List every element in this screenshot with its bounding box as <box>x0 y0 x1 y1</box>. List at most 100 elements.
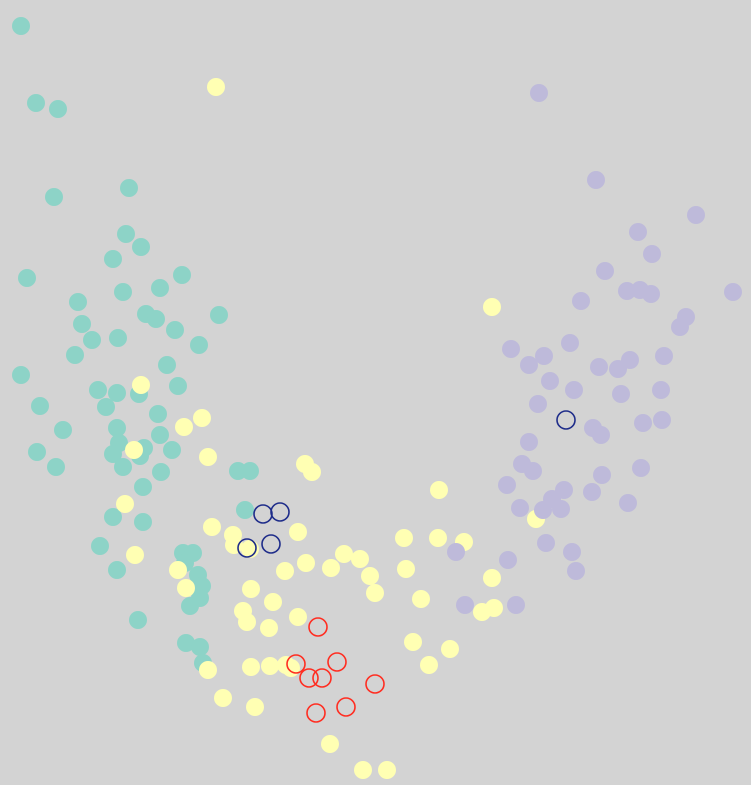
points-layer <box>12 17 742 779</box>
data-point-lavender <box>583 483 601 501</box>
data-point-yellow <box>397 560 415 578</box>
data-point-teal <box>149 405 167 423</box>
data-point-red-outline <box>308 617 328 637</box>
data-point-red-outline <box>286 654 306 674</box>
data-point-teal <box>91 537 109 555</box>
data-point-yellow <box>335 545 353 563</box>
data-point-teal <box>241 462 259 480</box>
data-point-lavender <box>724 283 742 301</box>
data-point-teal <box>151 279 169 297</box>
data-point-lavender <box>535 347 553 365</box>
data-point-teal <box>45 188 63 206</box>
data-point-lavender <box>596 262 614 280</box>
data-point-teal <box>114 458 132 476</box>
data-point-yellow <box>378 761 396 779</box>
data-point-yellow <box>242 658 260 676</box>
data-point-teal <box>31 397 49 415</box>
data-point-lavender <box>524 462 542 480</box>
data-point-yellow <box>203 518 221 536</box>
data-point-red-outline <box>312 668 332 688</box>
data-point-yellow <box>207 78 225 96</box>
data-point-yellow <box>175 418 193 436</box>
data-point-teal <box>177 634 195 652</box>
data-point-yellow <box>361 567 379 585</box>
series-lavender <box>447 84 742 614</box>
data-point-yellow <box>351 550 369 568</box>
data-point-teal <box>158 356 176 374</box>
data-point-lavender <box>507 596 525 614</box>
data-point-yellow <box>126 546 144 564</box>
data-point-navy-outline <box>237 538 257 558</box>
data-point-teal <box>109 329 127 347</box>
data-point-yellow <box>366 584 384 602</box>
data-point-lavender <box>619 494 637 512</box>
data-point-yellow <box>420 656 438 674</box>
data-point-yellow <box>282 659 300 677</box>
data-point-yellow <box>321 735 339 753</box>
data-point-yellow <box>125 441 143 459</box>
data-point-teal <box>236 501 254 519</box>
data-point-yellow <box>441 640 459 658</box>
data-point-lavender <box>541 372 559 390</box>
data-point-yellow <box>261 657 279 675</box>
data-point-lavender <box>499 551 517 569</box>
series-red-outline <box>286 617 385 723</box>
data-point-lavender <box>502 340 520 358</box>
data-point-yellow <box>260 619 278 637</box>
data-point-lavender <box>552 500 570 518</box>
data-point-yellow <box>354 761 372 779</box>
data-point-yellow <box>242 580 260 598</box>
data-point-lavender <box>520 356 538 374</box>
data-point-lavender <box>456 596 474 614</box>
data-point-red-outline <box>336 697 356 717</box>
data-point-teal <box>114 283 132 301</box>
data-point-navy-outline <box>556 410 576 430</box>
series-yellow <box>116 78 545 779</box>
data-point-red-outline <box>327 652 347 672</box>
data-point-teal <box>129 611 147 629</box>
data-point-yellow <box>193 409 211 427</box>
series-navy-outline <box>237 410 576 558</box>
data-point-teal <box>104 250 122 268</box>
data-point-lavender <box>529 395 547 413</box>
data-point-navy-outline <box>253 504 273 524</box>
data-point-yellow <box>116 495 134 513</box>
data-point-yellow <box>404 633 422 651</box>
data-point-lavender <box>567 562 585 580</box>
data-point-lavender <box>498 476 516 494</box>
data-point-yellow <box>297 554 315 572</box>
data-point-lavender <box>511 499 529 517</box>
data-point-teal <box>18 269 36 287</box>
data-point-lavender <box>609 360 627 378</box>
data-point-yellow <box>430 481 448 499</box>
data-point-yellow <box>289 608 307 626</box>
data-point-lavender <box>687 206 705 224</box>
data-point-teal <box>12 17 30 35</box>
data-point-lavender <box>561 334 579 352</box>
data-point-yellow <box>485 599 503 617</box>
data-point-teal <box>27 94 45 112</box>
data-point-teal <box>28 443 46 461</box>
data-point-red-outline <box>306 703 326 723</box>
data-point-lavender <box>590 358 608 376</box>
data-point-teal <box>108 561 126 579</box>
data-point-teal <box>190 336 208 354</box>
data-point-lavender <box>530 84 548 102</box>
data-point-red-outline <box>365 674 385 694</box>
data-point-teal <box>191 638 209 656</box>
data-point-teal <box>83 331 101 349</box>
data-point-teal <box>210 306 228 324</box>
data-point-lavender <box>593 466 611 484</box>
data-point-teal <box>181 597 199 615</box>
data-point-lavender <box>632 459 650 477</box>
data-point-yellow <box>214 689 232 707</box>
data-point-navy-outline <box>261 534 281 554</box>
data-point-yellow <box>238 613 256 631</box>
data-point-yellow <box>483 569 501 587</box>
data-point-teal <box>163 441 181 459</box>
data-point-teal <box>152 463 170 481</box>
data-point-lavender <box>565 381 583 399</box>
data-point-yellow <box>412 590 430 608</box>
data-point-lavender <box>655 347 673 365</box>
